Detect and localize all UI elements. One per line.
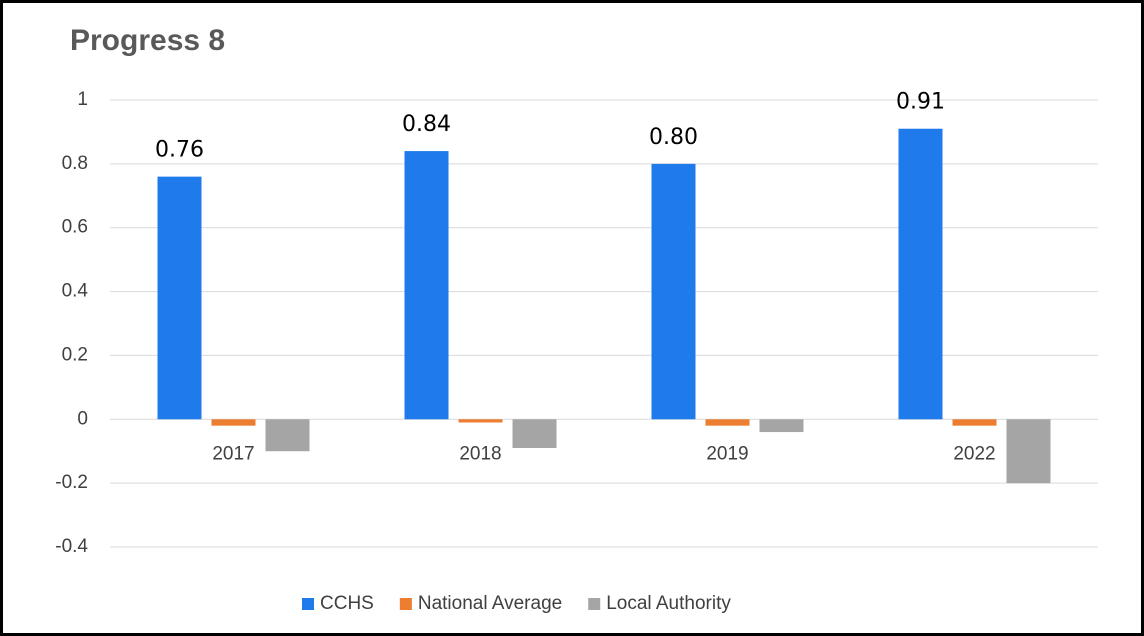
y-tick-label: -0.2	[55, 472, 88, 493]
legend-label: Local Authority	[606, 593, 731, 614]
bar	[157, 176, 202, 420]
bar	[651, 163, 696, 420]
bar	[705, 419, 750, 426]
legend-label: CCHS	[320, 593, 374, 614]
y-tick-label: 0.2	[62, 344, 88, 365]
chart-title: Progress 8	[70, 24, 225, 57]
bar	[404, 151, 449, 420]
bar	[1006, 419, 1051, 484]
y-tick-label: 1	[77, 89, 88, 110]
legend-label: National Average	[418, 593, 562, 614]
data-label: 0.91	[896, 90, 945, 115]
y-tick-label: 0.6	[62, 217, 88, 238]
x-tick-label: 2017	[212, 443, 254, 464]
bar	[952, 419, 997, 426]
legend-swatch	[399, 598, 412, 610]
bar	[512, 419, 557, 449]
y-tick-label: -0.4	[55, 536, 88, 557]
legend-swatch	[588, 598, 601, 610]
data-label: 0.80	[649, 125, 698, 150]
x-tick-label: 2019	[706, 443, 748, 464]
data-label: 0.76	[155, 138, 204, 163]
y-tick-label: 0	[77, 408, 88, 429]
x-tick-label: 2022	[953, 443, 995, 464]
y-tick-label: 0.8	[62, 153, 88, 174]
bar	[265, 419, 310, 452]
bar	[759, 419, 804, 433]
legend-swatch	[302, 598, 314, 610]
bar	[458, 419, 503, 423]
y-tick-label: 0.4	[62, 281, 89, 302]
bar	[898, 128, 943, 420]
data-label: 0.84	[402, 112, 451, 137]
x-tick-label: 2018	[459, 443, 501, 464]
bar	[211, 419, 256, 426]
